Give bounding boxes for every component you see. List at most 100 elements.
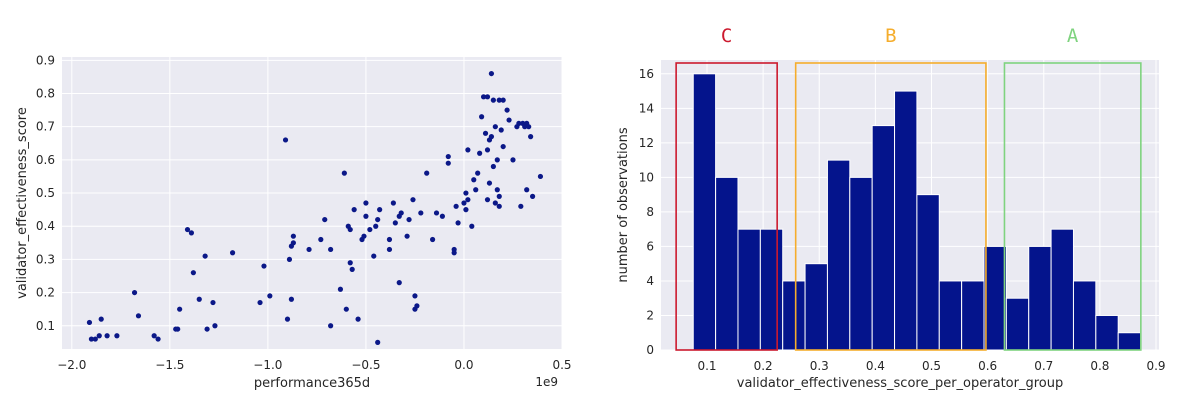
x-tick-label: 0.9 — [1146, 359, 1165, 373]
scatter-point — [114, 333, 120, 339]
plot-area — [62, 57, 562, 349]
scatter-point — [424, 170, 430, 176]
x-axis-label: performance365d — [254, 376, 370, 391]
scatter-point — [286, 256, 293, 263]
scatter-point — [284, 316, 291, 322]
scatter-point — [396, 280, 402, 286]
x-tick-label: 0.5 — [922, 359, 941, 373]
scatter-point — [177, 306, 183, 312]
scatter-point — [347, 260, 353, 266]
x-axis-label: validator_effectiveness_score_per_operat… — [737, 376, 1063, 391]
group-label-c: C — [721, 25, 732, 47]
scatter-point — [504, 107, 510, 113]
scatter-point — [488, 134, 495, 140]
scatter-point — [375, 216, 381, 223]
scatter-point — [261, 263, 267, 269]
y-axis-label: validator_effectiveness_score — [15, 107, 30, 299]
group-box-c — [675, 62, 778, 351]
scatter-point — [404, 233, 410, 239]
scatter-point — [465, 147, 471, 153]
scatter-point — [439, 213, 445, 219]
scatter-point — [488, 70, 495, 77]
scatter-point — [494, 157, 500, 163]
group-box-b — [794, 62, 987, 351]
scatter-point — [341, 170, 347, 176]
scatter-point — [257, 299, 263, 306]
y-axis-label: number of observations — [616, 127, 631, 282]
scatter-point — [496, 97, 502, 103]
scatter-point — [506, 117, 512, 123]
scatter-point — [202, 253, 208, 259]
scatter-point — [492, 124, 498, 130]
x-tick-label: 0.8 — [1090, 359, 1109, 373]
scatter-point — [477, 150, 483, 156]
scatter-point — [92, 336, 98, 342]
scatter-point — [465, 197, 471, 203]
x-tick-label: 0.1 — [697, 359, 716, 373]
scatter-point — [212, 323, 218, 329]
histogram-bar — [871, 125, 896, 351]
histogram-bar — [804, 263, 828, 351]
scatter-point — [484, 197, 491, 203]
y-tick-label: 0.8 — [36, 87, 55, 101]
histogram-bar — [826, 159, 851, 351]
scatter-point — [500, 97, 506, 103]
scatter-point — [196, 296, 202, 302]
scatter-point — [484, 94, 491, 100]
scatter-point — [363, 213, 369, 219]
scatter-point — [377, 207, 383, 213]
x-tick-label: −2.0 — [57, 358, 86, 372]
histogram-bar — [849, 176, 873, 351]
histogram-bar — [1050, 228, 1074, 351]
scatter-point — [463, 207, 469, 213]
scatter-point — [343, 306, 349, 312]
y-tick-label: 0.9 — [36, 53, 55, 67]
scatter-point — [461, 200, 467, 206]
y-tick-label: 2 — [646, 308, 654, 322]
scatter-point — [473, 187, 479, 193]
scatter-point — [406, 216, 412, 223]
histogram-bar — [692, 73, 717, 351]
scatter-point — [88, 336, 95, 342]
y-tick-label: 12 — [639, 136, 654, 150]
scatter-point — [480, 94, 487, 100]
scatter-point — [516, 120, 522, 126]
scatter-point — [361, 233, 367, 239]
scatter-point — [349, 266, 355, 272]
scatter-point — [351, 207, 357, 213]
x-tick-label: 0.2 — [754, 359, 773, 373]
group-label-a: A — [1067, 25, 1079, 47]
group-box-a — [1003, 62, 1142, 351]
y-tick-label: 14 — [639, 101, 654, 115]
scatter-point — [475, 170, 481, 176]
scatter-point — [386, 236, 393, 243]
scatter-point — [463, 190, 469, 196]
scatter-point — [190, 270, 196, 276]
scatter-point — [175, 326, 181, 332]
histogram-bar — [1028, 245, 1052, 351]
y-tick-label: 0.1 — [36, 319, 55, 333]
scatter-point — [229, 250, 236, 256]
scatter-point — [390, 200, 396, 206]
y-tick-label: 0.7 — [36, 120, 55, 134]
y-tick-label: 16 — [639, 67, 654, 81]
scatter-point — [492, 200, 498, 206]
scatter-point — [453, 203, 459, 209]
x-tick-label: 0.5 — [552, 358, 571, 372]
x-tick-label: −1.0 — [253, 358, 282, 372]
scatter-point — [455, 220, 461, 226]
scatter-point — [347, 226, 353, 233]
scatter-point — [363, 200, 369, 206]
scatter-point — [318, 236, 324, 243]
scatter-point — [290, 240, 296, 246]
scatter-point — [131, 289, 138, 296]
scatter-point — [398, 210, 404, 216]
histogram-bar — [894, 90, 918, 351]
histogram-bar — [782, 280, 806, 351]
scatter-point — [355, 316, 361, 322]
scatter-point — [510, 157, 516, 163]
scatter-point — [524, 187, 530, 193]
scatter-point — [392, 220, 398, 226]
scatter-point — [98, 316, 104, 322]
